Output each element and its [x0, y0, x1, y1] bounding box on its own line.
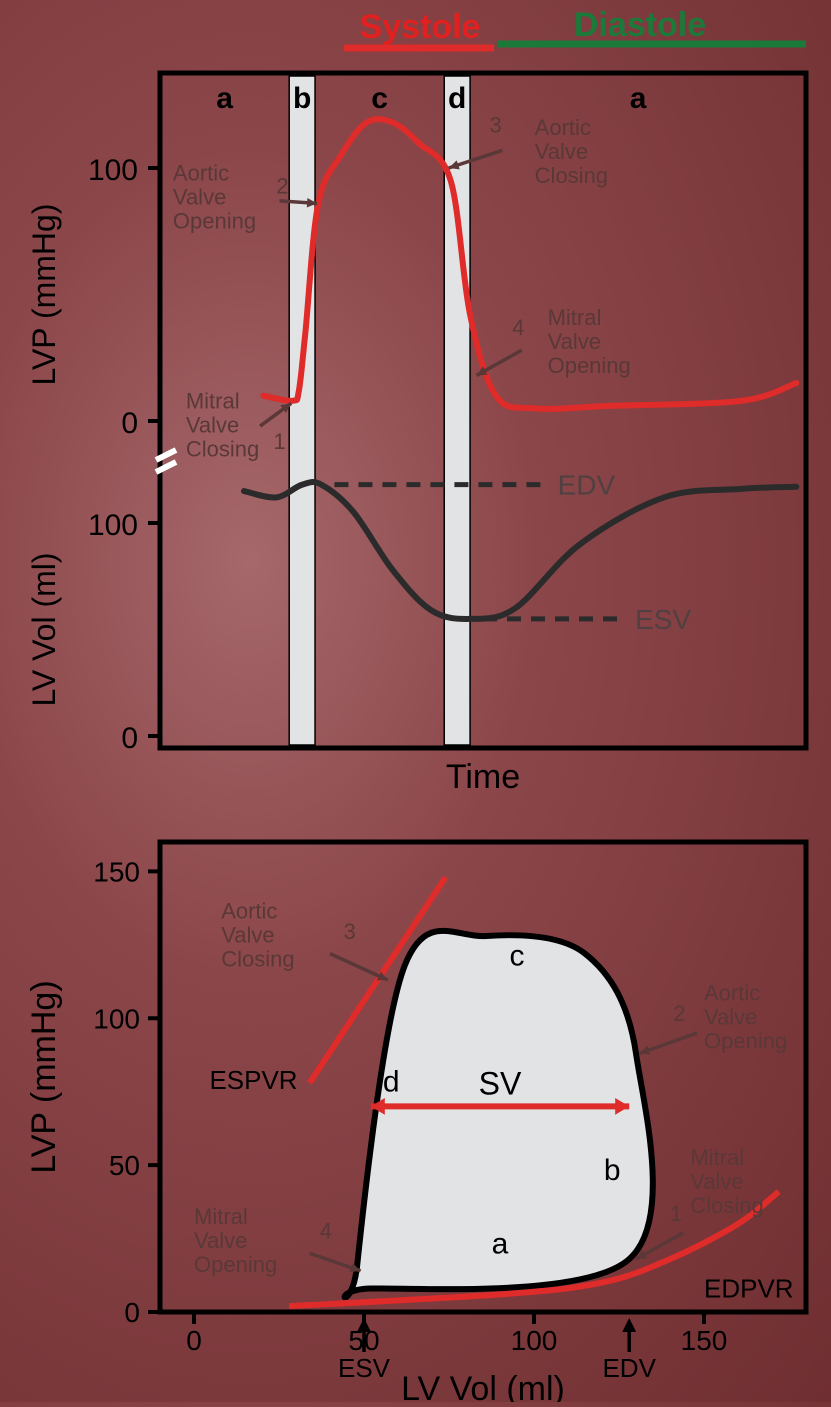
bot-xtick-2: 100: [511, 1325, 558, 1356]
bot-xtick-0: 0: [186, 1325, 202, 1356]
top-y1-tick-100: 100: [88, 154, 138, 187]
b-e2-l2: Valve: [704, 1005, 757, 1030]
top-y2-label: LV Vol (ml): [26, 552, 62, 706]
top-chart: a b c d a 0 100 LVP (mmHg) 0 100 LV Vol (ml) EDV ESV…: [26, 73, 806, 796]
bottom-chart: 050100150050100150LV Vol (ml)LVP (mmHg)E…: [25, 842, 806, 1402]
top-y2-tick-0: 0: [121, 722, 138, 755]
floor-esv: ESV: [338, 1353, 391, 1383]
evt1-l1: Mitral: [186, 388, 240, 413]
b-evt3-num: 3: [344, 919, 356, 944]
pressure-curve: [263, 119, 796, 409]
evt3-l3: Closing: [535, 163, 608, 188]
b-e3-l3: Closing: [221, 946, 294, 971]
b-e4-l2: Valve: [194, 1228, 247, 1253]
evt4-l1: Mitral: [548, 305, 602, 330]
b-e2-l1: Aortic: [704, 981, 760, 1006]
systole-label: Systole: [360, 8, 481, 46]
bot-y-label: LVP (mmHg): [25, 980, 63, 1173]
evt4-num: 4: [512, 315, 524, 340]
b-evt2-num: 2: [673, 1001, 685, 1026]
espvr-label: ESPVR: [209, 1065, 297, 1095]
bot-x-label: LV Vol (ml): [401, 1370, 565, 1402]
top-y1-tick-0: 0: [121, 407, 138, 440]
evt2-l2: Valve: [173, 185, 226, 210]
b-e4-l1: Mitral: [194, 1204, 248, 1229]
bot-ytick-0: 0: [124, 1297, 140, 1328]
sv-label: SV: [479, 1065, 522, 1101]
b-e3-l1: Aortic: [221, 898, 277, 923]
evt4-l3: Opening: [548, 353, 631, 378]
evt3-l1: Aortic: [535, 115, 591, 140]
b-e1-l3: Closing: [690, 1193, 763, 1218]
bot-ytick-2: 100: [93, 1003, 140, 1034]
diastole-label: Diastole: [574, 6, 706, 44]
phase-a2: a: [630, 82, 647, 115]
b-e1-l1: Mitral: [690, 1145, 744, 1170]
b-e1-l2: Valve: [690, 1169, 743, 1194]
phase-b: b: [293, 82, 311, 115]
figure: Systole Diastole abcda0100LVP (mmHg)0100…: [0, 0, 831, 1402]
edv-label: EDV: [558, 470, 616, 501]
edpvr-label: EDPVR: [704, 1273, 794, 1303]
header: Systole Diastole: [344, 6, 806, 48]
bot-xtick-3: 150: [681, 1325, 728, 1356]
phase-a1: a: [216, 82, 233, 115]
top-x-label: Time: [446, 758, 520, 796]
b-evt4-num: 4: [320, 1219, 332, 1244]
evt4-l2: Valve: [548, 329, 601, 354]
volume-curve: [244, 482, 796, 619]
evt2-num: 2: [276, 173, 288, 198]
bp-b: b: [604, 1154, 621, 1187]
b-e4-l3: Opening: [194, 1252, 277, 1277]
evt1-num: 1: [273, 429, 285, 454]
evt2-l3: Opening: [173, 209, 256, 234]
evt2-l1: Aortic: [173, 161, 229, 186]
b-e2-l3: Opening: [704, 1029, 787, 1054]
b-e3-l2: Valve: [221, 922, 274, 947]
top-y2-tick-100: 100: [88, 509, 138, 542]
bp-a: a: [492, 1227, 509, 1260]
b-evt1-num: 1: [670, 1201, 682, 1226]
phase-c: c: [371, 82, 388, 115]
bp-d: d: [383, 1066, 400, 1099]
bot-ytick-3: 150: [93, 856, 140, 887]
bot-ytick-1: 50: [109, 1150, 140, 1181]
floor-edv: EDV: [602, 1353, 656, 1383]
evt3-num: 3: [489, 113, 501, 138]
phase-d: d: [448, 82, 466, 115]
evt3-l2: Valve: [535, 139, 588, 164]
top-y1-label: LVP (mmHg): [26, 204, 62, 386]
esv-label: ESV: [635, 604, 691, 635]
bp-c: c: [510, 939, 525, 972]
evt1-l2: Valve: [186, 412, 239, 437]
evt1-l3: Closing: [186, 436, 259, 461]
